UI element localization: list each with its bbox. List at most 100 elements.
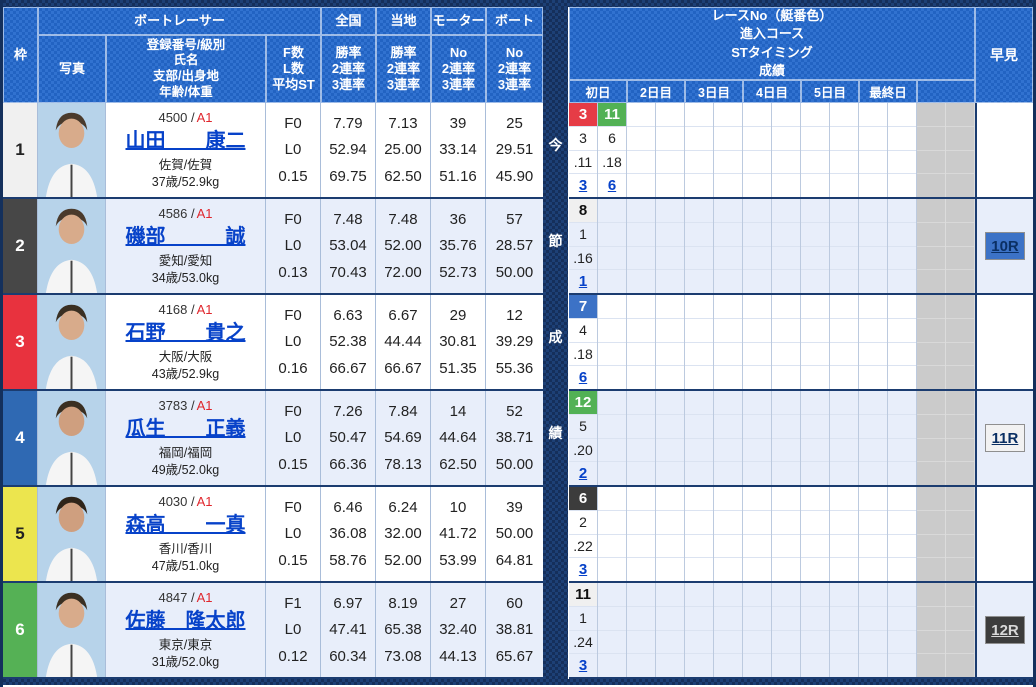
st-timing: .24 [569, 631, 597, 655]
column-header-boat-rates: No 2連率 3連率 [486, 35, 543, 103]
bottom-border-bar [3, 679, 1033, 685]
boat-stats: 60 38.81 65.67 [495, 594, 534, 666]
racer-photo[interactable] [38, 391, 106, 485]
boat-stats: 57 28.57 50.00 [495, 210, 534, 282]
race-number-badge[interactable]: 8 [569, 199, 597, 222]
racer-identity: 3783 /A1 瓜生 正義 福岡/福岡 49歳/52.0kg [106, 391, 266, 485]
frame-number: 3 [3, 295, 38, 389]
st-timing: .16 [569, 247, 597, 271]
racer-identity: 4847 /A1 佐藤 隆太郎 東京/東京 31歳/52.0kg [106, 583, 266, 677]
entry-course: 4 [569, 319, 597, 343]
finish-position-link[interactable]: 6 [607, 177, 617, 195]
empty-result-column [772, 391, 801, 485]
race-number-badge[interactable]: 12 [569, 391, 597, 414]
empty-result-column [656, 199, 685, 293]
motor-stats: 29 30.81 51.35 [431, 295, 486, 389]
local-stats: 6.24 32.00 52.00 [376, 487, 431, 581]
entry-course: 1 [569, 223, 597, 247]
motor-stats: 14 44.64 62.50 [431, 391, 486, 485]
empty-result-column [743, 487, 772, 581]
entry-course: 1 [569, 607, 597, 631]
column-header-boat: ボート [486, 7, 543, 35]
racer-name-link[interactable]: 石野 貴之 [125, 321, 246, 344]
racer-name-link[interactable]: 佐藤 隆太郎 [125, 609, 246, 632]
branch-origin: 大阪/大阪 [158, 349, 213, 364]
branch-origin: 愛知/愛知 [158, 253, 213, 268]
race-number-badge[interactable]: 3 [569, 103, 597, 126]
boat-stats: 12 39.29 55.36 [495, 306, 534, 378]
race-number-badge[interactable]: 7 [569, 295, 597, 318]
finish-position-link[interactable]: 3 [578, 657, 588, 675]
empty-result-column [627, 295, 656, 389]
registration-class: 4586 /A1 [158, 206, 213, 222]
finish-position-link[interactable]: 1 [578, 273, 588, 291]
finish-position-link[interactable]: 3 [578, 561, 588, 579]
race-number-badge[interactable]: 6 [569, 487, 597, 510]
racer-name-link[interactable]: 磯部 誠 [125, 225, 246, 248]
age-weight: 34歳/53.0kg [151, 270, 220, 285]
racer-photo[interactable] [38, 103, 106, 197]
unused-column [946, 487, 975, 581]
st-timing: .11 [569, 151, 597, 175]
quick-view-cell [975, 103, 1033, 197]
motor-stats: 39 33.14 51.16 [431, 103, 486, 197]
empty-result-column [685, 199, 714, 293]
column-header-local: 当地 [376, 7, 431, 35]
empty-result-column [888, 199, 917, 293]
race-number-badge[interactable]: 11 [569, 583, 597, 606]
national-stats: 6.46 36.08 58.76 [321, 487, 376, 581]
race-number-badge[interactable]: 11 [598, 103, 626, 126]
quick-view-race-link[interactable]: 10R [985, 232, 1025, 260]
branch-origin: 東京/東京 [158, 637, 213, 652]
day-header-2: 2日目 [627, 80, 685, 103]
finish-position-link[interactable]: 2 [578, 465, 588, 483]
local-stats: 7.13 25.00 62.50 [376, 103, 431, 197]
day1-race1-results: 12 5 .20 2 [569, 391, 598, 485]
empty-result-column [598, 295, 627, 389]
empty-result-column [859, 103, 888, 197]
boat-stats: 39 50.00 64.81 [495, 498, 534, 570]
race-results-row: 6 2 .22 3 [569, 487, 1033, 583]
national-stats: 7.79 52.94 69.75 [321, 103, 376, 197]
empty-result-column [830, 583, 859, 677]
racer-name-link[interactable]: 瓜生 正義 [125, 417, 246, 440]
empty-result-column [685, 391, 714, 485]
empty-result-column [598, 199, 627, 293]
racer-name-link[interactable]: 山田 康二 [125, 129, 246, 152]
finish-position-link[interactable]: 6 [578, 369, 588, 387]
racer-photo[interactable] [38, 583, 106, 677]
empty-result-column [656, 295, 685, 389]
racer-photo[interactable] [38, 199, 106, 293]
empty-result-column [772, 487, 801, 581]
unused-column [917, 391, 946, 485]
empty-result-column [714, 103, 743, 197]
racer-row: 2 4586 /A1 磯部 誠 愛知/愛知 34歳/53.0kg F0 L0 0.1… [3, 199, 543, 295]
day1-race2-results: 11 6 .18 6 [598, 103, 627, 197]
empty-result-column [598, 391, 627, 485]
racer-photo[interactable] [38, 295, 106, 389]
racer-photo[interactable] [38, 487, 106, 581]
quick-view-race-link[interactable]: 11R [985, 424, 1025, 452]
racer-identity: 4586 /A1 磯部 誠 愛知/愛知 34歳/53.0kg [106, 199, 266, 293]
unused-column [917, 583, 946, 677]
racer-row: 1 4500 /A1 山田 康二 佐賀/佐賀 37歳/52.9kg F0 L0 0.… [3, 103, 543, 199]
empty-result-column [714, 391, 743, 485]
empty-result-column [743, 199, 772, 293]
empty-result-column [888, 391, 917, 485]
column-header-local-rates: 勝率 2連率 3連率 [376, 35, 431, 103]
empty-result-column [859, 295, 888, 389]
quick-view-cell: 10R [975, 199, 1033, 293]
column-header-photo: 写真 [38, 35, 106, 103]
empty-result-column [743, 583, 772, 677]
racer-name-link[interactable]: 森高 一真 [125, 513, 246, 536]
column-header-motor-rates: No 2連率 3連率 [431, 35, 486, 103]
fl-st-stats: F0 L0 0.13 [266, 199, 321, 293]
motor-stats: 10 41.72 53.99 [431, 487, 486, 581]
frame-number: 6 [3, 583, 38, 677]
age-weight: 47歳/51.0kg [151, 558, 220, 573]
column-header-motor: モーター [431, 7, 486, 35]
quick-view-race-link[interactable]: 12R [985, 616, 1025, 644]
empty-result-column [627, 487, 656, 581]
finish-position-link[interactable]: 3 [578, 177, 588, 195]
